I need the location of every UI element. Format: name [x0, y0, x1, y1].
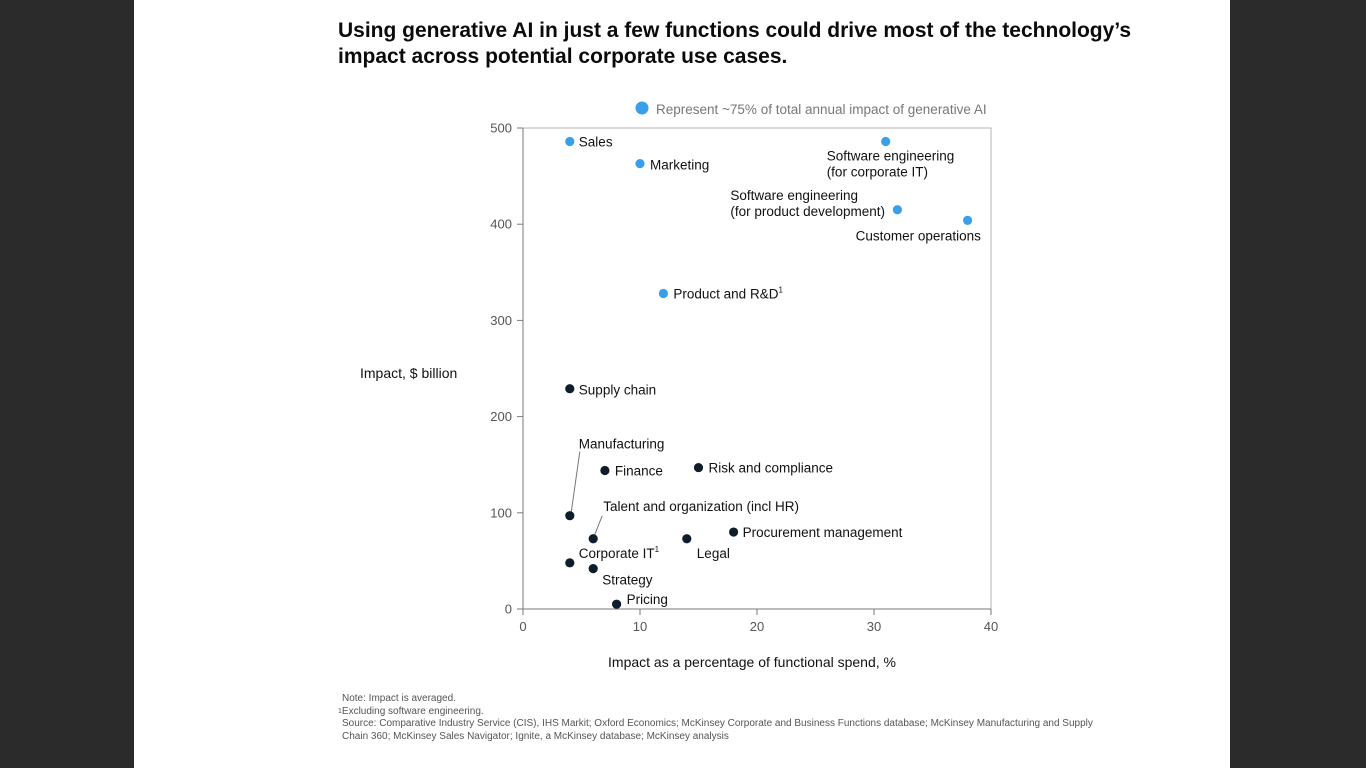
leader-line — [570, 451, 581, 512]
data-point-label: Risk and compliance — [709, 461, 834, 476]
data-point-label: Strategy — [602, 573, 653, 588]
data-point-group: Strategy — [588, 563, 653, 588]
data-point — [565, 511, 575, 521]
data-point-label: Procurement management — [743, 525, 903, 540]
y-tick-label: 200 — [490, 409, 512, 424]
data-point-label: Pricing — [627, 592, 668, 607]
data-point-group: Manufacturing — [565, 437, 664, 521]
x-tick-label: 10 — [633, 619, 647, 634]
data-point — [612, 599, 622, 609]
data-point-group: Software engineering(for corporate IT) — [827, 136, 955, 179]
data-point-group: Marketing — [635, 158, 709, 173]
data-point — [682, 534, 692, 544]
data-point-label: Software engineering — [827, 148, 955, 163]
footnote-text: Excluding software engineering. — [341, 705, 484, 717]
data-point-label: Talent and organization (incl HR) — [603, 499, 799, 514]
x-axis-label: Impact as a percentage of functional spe… — [608, 654, 896, 670]
y-axis-label: Impact, $ billion — [360, 365, 457, 381]
data-point-label-line2: (for corporate IT) — [827, 164, 928, 179]
data-point-label: Customer operations — [856, 228, 982, 243]
source-text: Source: Comparative Industry Service (CI… — [342, 718, 1093, 742]
data-point — [565, 558, 575, 568]
data-point-label: Manufacturing — [579, 437, 665, 452]
data-point-label-line2: (for product development) — [730, 204, 885, 219]
data-point — [892, 205, 903, 215]
note-text: Note: Impact is averaged. — [342, 693, 456, 704]
data-point-label: Corporate IT1 — [579, 545, 660, 561]
data-point-group: Legal — [682, 534, 730, 561]
y-tick-label: 400 — [490, 217, 512, 232]
scatter-chart: 0 100 200 300 400 500 0 10 20 30 40 Impact as a per… — [360, 101, 998, 670]
report-page: Using generative AI in just a few functi… — [134, 0, 1230, 768]
chart-title: Using generative AI in just a few functi… — [338, 19, 1132, 68]
data-point-label: Finance — [615, 463, 663, 478]
y-tick-label: 300 — [490, 313, 512, 328]
data-point-label: Supply chain — [579, 383, 656, 398]
footnote-marker: 1 — [778, 285, 783, 294]
footnote: 1Excluding software engineering. — [338, 706, 1118, 719]
data-point-group: Talent and organization (incl HR) — [588, 499, 799, 544]
data-point-group: Procurement management — [729, 525, 903, 540]
data-point — [600, 465, 610, 476]
data-point — [588, 534, 598, 544]
data-point — [729, 527, 739, 537]
data-point-group: Product and R&D1 — [658, 285, 783, 301]
leader-line — [594, 515, 603, 535]
data-point-group: Supply chain — [565, 383, 656, 398]
data-point-group: Pricing — [612, 592, 668, 609]
data-point-group: Finance — [600, 463, 663, 478]
data-point-label: Legal — [697, 546, 730, 561]
legend-label: Represent ~75% of total annual impact of… — [656, 102, 987, 117]
data-point — [588, 563, 598, 574]
data-point-group: Software engineering(for product develop… — [730, 188, 903, 219]
footnote-marker: 1 — [338, 707, 342, 715]
data-point — [693, 462, 704, 473]
legend-marker — [635, 101, 649, 115]
chart-notes: Note: Impact is averaged. 1Excluding sof… — [338, 693, 1118, 743]
x-tick-label: 20 — [750, 619, 764, 634]
data-point — [635, 158, 645, 169]
y-tick-label: 100 — [490, 505, 512, 520]
data-point — [565, 384, 575, 394]
data-point-label: Software engineering — [730, 188, 858, 203]
data-point-group: Sales — [565, 134, 613, 149]
y-tick-label: 0 — [505, 602, 512, 617]
footnote-marker: 1 — [655, 545, 660, 554]
data-point — [963, 215, 973, 225]
data-point-group: Corporate IT1 — [565, 545, 660, 568]
data-point-group: Risk and compliance — [693, 461, 834, 476]
x-tick-label: 0 — [519, 619, 526, 634]
x-tick-label: 30 — [867, 619, 881, 634]
data-point-label: Product and R&D1 — [673, 285, 783, 301]
data-point-label: Sales — [579, 134, 613, 149]
data-point — [658, 288, 669, 299]
x-tick-label: 40 — [984, 619, 998, 634]
data-point — [565, 136, 575, 147]
data-point-group: Customer operations — [856, 215, 982, 243]
data-point-label: Marketing — [650, 158, 709, 173]
y-tick-label: 500 — [490, 121, 512, 136]
data-point — [881, 136, 891, 147]
